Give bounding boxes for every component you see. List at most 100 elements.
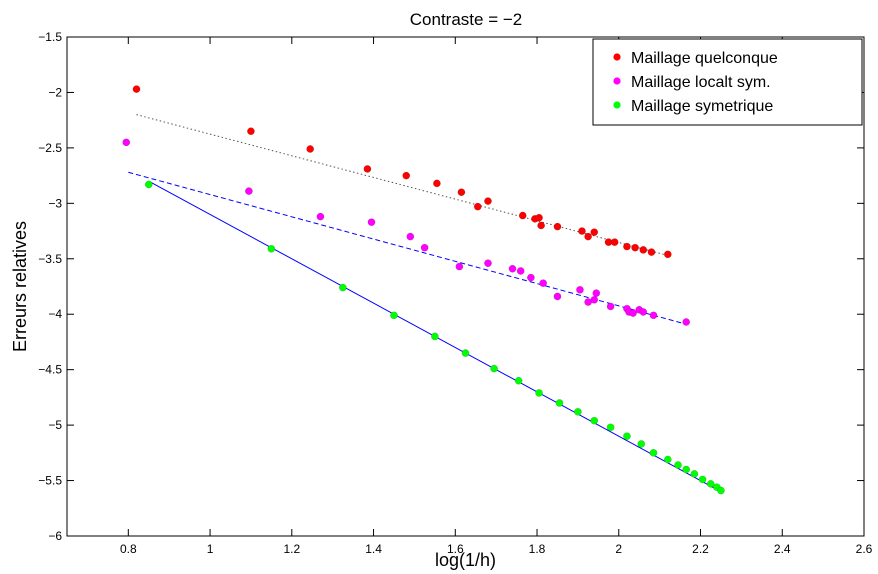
y-axis-title: Erreurs relatives [10,221,30,352]
data-point-series-2 [663,455,672,464]
data-point-series-1 [576,285,584,294]
y-tick-label: −5 [48,418,62,432]
data-point-series-0 [610,238,619,246]
legend-box [592,38,863,126]
x-tick-label: 2.6 [856,542,873,556]
data-point-series-0 [433,179,441,188]
data-point-series-0 [578,227,586,235]
x-tick-label: 2.4 [774,542,791,556]
data-point-series-2 [706,480,715,488]
data-point-series-1 [455,262,464,271]
x-tick-label: 0.8 [120,542,137,556]
data-point-series-1 [367,218,376,227]
y-tick-label: −2 [48,85,62,99]
plot-frame [66,36,865,537]
y-tick-label: −5.5 [38,474,62,488]
y-tick-label: −6 [48,529,62,543]
data-point-series-0 [132,85,141,93]
x-tick-label: 2.2 [692,542,709,556]
data-point-series-2 [637,440,646,448]
data-point-series-1 [590,295,599,304]
data-point-series-1 [508,264,517,273]
data-point-series-0 [639,246,648,254]
data-point-series-1 [553,292,562,301]
data-point-series-1 [639,308,648,316]
data-point-series-2 [574,407,582,416]
data-point-series-1 [539,279,548,288]
y-tick-label: −3.5 [38,252,62,266]
data-point-series-2 [674,461,682,469]
data-point-series-0 [590,228,599,237]
data-point-series-0 [535,213,543,222]
data-points [122,85,725,495]
data-point-series-2 [514,376,523,385]
data-point-series-2 [555,399,564,407]
data-point-series-0 [473,202,482,211]
data-point-series-0 [457,188,466,197]
y-tick-label: −4.5 [38,363,62,377]
legend-marker-0 [613,53,621,61]
data-point-series-0 [537,221,545,230]
data-point-series-2 [339,283,347,292]
x-axis-title: log(1/h) [435,550,496,570]
data-point-series-0 [363,165,372,173]
data-point-series-0 [484,197,492,205]
data-point-series-2 [682,465,691,474]
data-point-series-1 [122,138,131,147]
data-point-series-2 [390,311,398,320]
data-point-series-0 [631,243,639,252]
data-point-series-2 [717,486,725,495]
data-point-series-0 [584,232,592,241]
data-point-series-2 [649,448,658,457]
y-tick-label: −2.5 [38,141,62,155]
legend-marker-2 [613,101,621,109]
data-point-series-2 [535,389,543,397]
data-point-series-0 [306,145,315,153]
data-point-series-0 [553,222,562,231]
y-tick-label: −1.5 [38,30,62,44]
data-point-series-0 [663,250,672,259]
data-point-series-0 [402,171,411,180]
data-point-series-1 [649,311,658,320]
data-point-series-2 [267,244,276,253]
data-point-series-2 [623,432,631,441]
y-axis: −1.5 −2 −2.5 −3 −3.5 −4 −4.5 −5 −5.5 −6 [38,30,864,543]
legend-label-0: Maillage quelconque [631,50,778,67]
data-point-series-2 [698,475,707,484]
data-point-series-1 [516,267,525,275]
chart-title: Contraste = −2 [410,10,522,29]
x-tick-label: 1 [207,542,214,556]
data-point-series-1 [245,187,253,195]
data-point-series-0 [623,242,631,251]
x-tick-label: 1.2 [283,542,300,556]
x-tick-label: 1.8 [529,542,546,556]
y-tick-label: −4 [48,307,62,321]
legend-label-1: Maillage localt sym. [631,74,771,91]
data-point-series-2 [461,349,470,357]
legend-marker-1 [613,77,621,85]
x-tick-label: 1.4 [365,542,382,556]
data-point-series-1 [606,302,615,311]
fit-lines [128,114,722,493]
data-point-series-0 [518,211,527,220]
data-point-series-2 [690,470,699,478]
legend: Maillage quelconque Maillage localt sym. M… [592,38,863,126]
data-point-series-2 [490,364,498,373]
legend-label-2: Maillage symetrique [631,98,773,115]
data-point-series-0 [247,127,255,136]
data-point-series-1 [629,309,637,317]
fit-line-1 [128,171,687,325]
data-point-series-2 [606,423,615,432]
data-point-series-2 [144,180,153,189]
data-point-series-0 [647,248,656,256]
data-point-series-1 [484,259,492,268]
data-point-series-2 [590,416,599,425]
data-point-series-2 [430,332,439,341]
data-point-series-1 [406,232,415,241]
x-tick-label: 1.6 [447,542,464,556]
data-point-series-1 [316,212,325,221]
data-point-series-1 [592,289,601,298]
data-point-series-1 [527,273,535,282]
data-point-series-1 [682,318,691,326]
